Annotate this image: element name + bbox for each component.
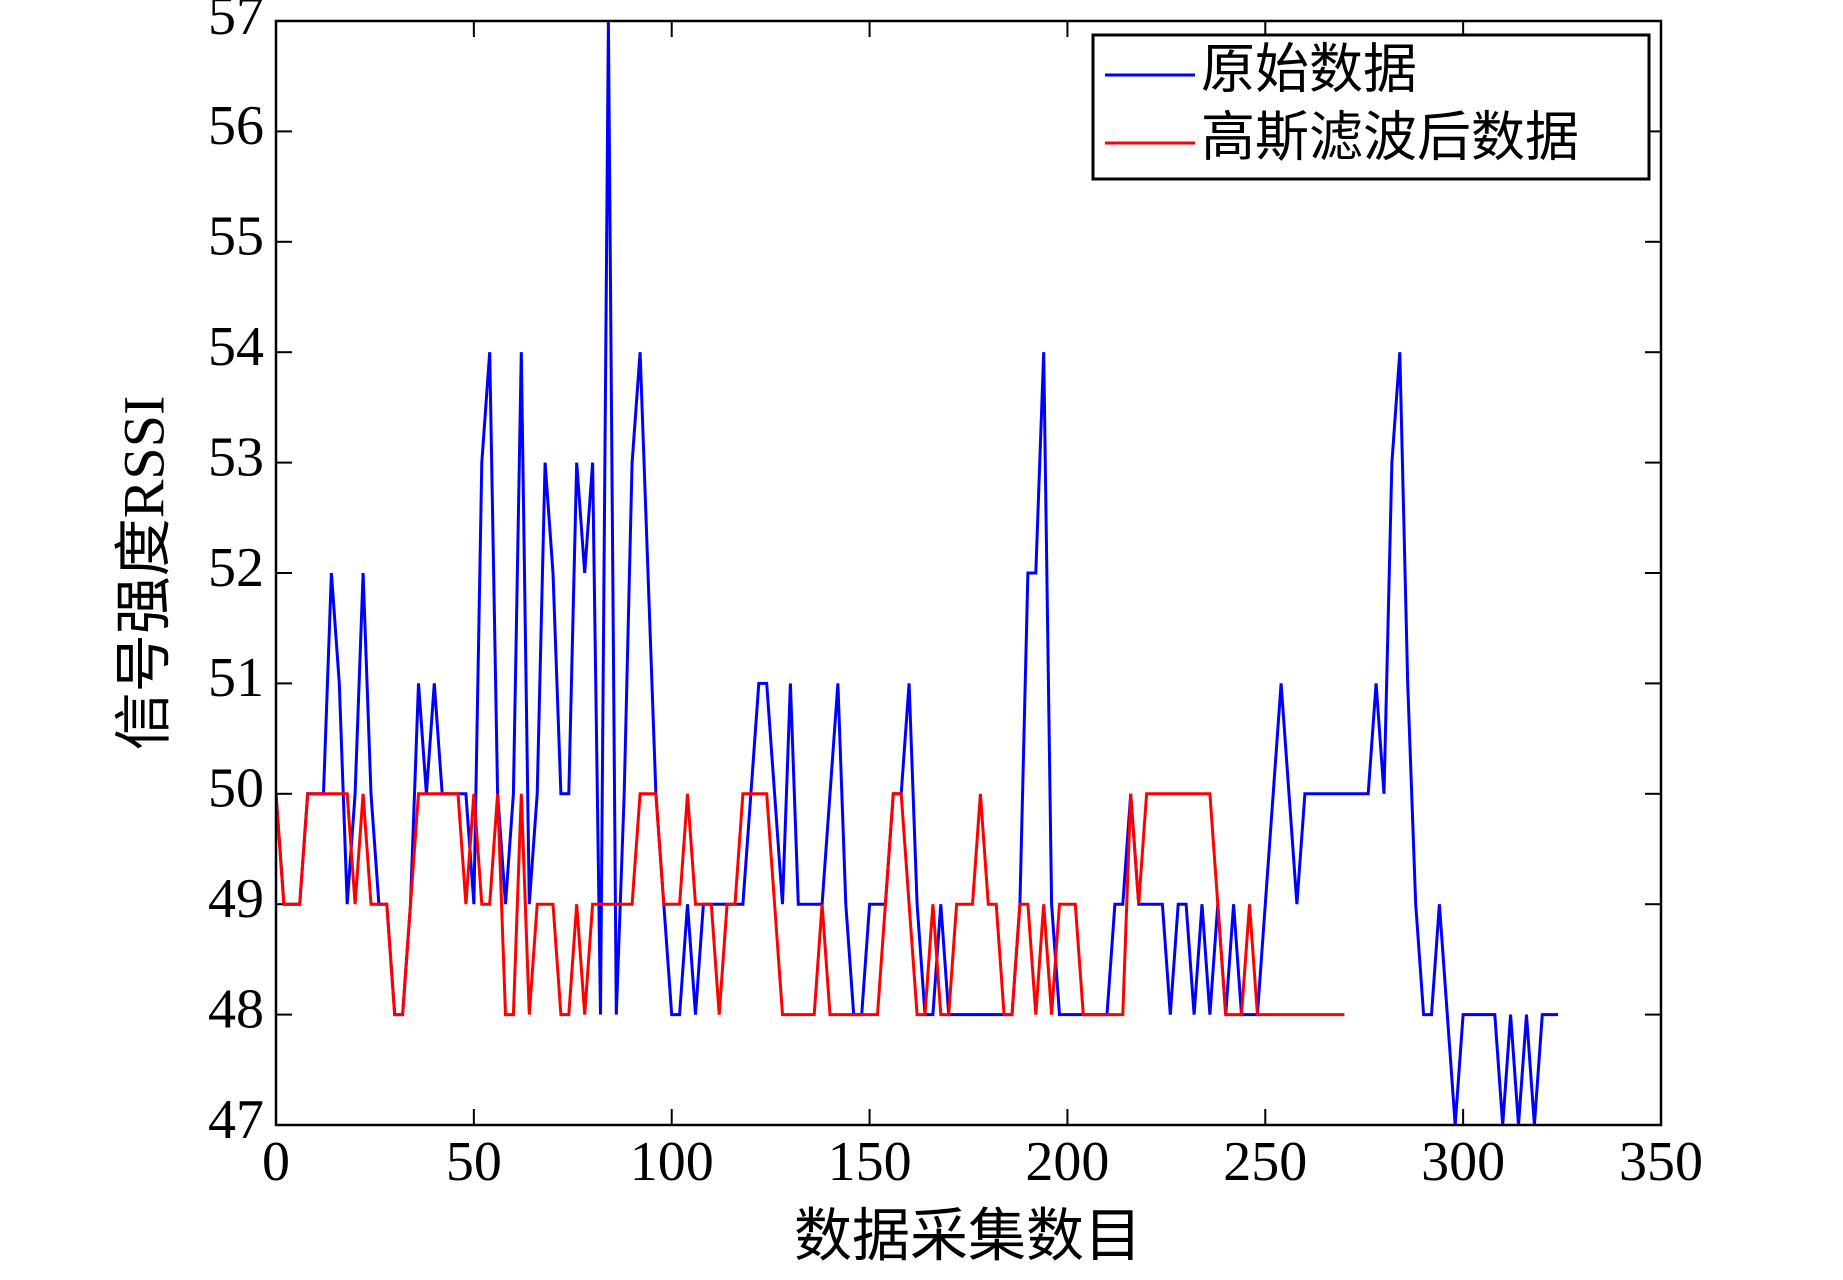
plot-frame [274,19,1663,1127]
y-tick-label: 57 [208,0,264,47]
y-tick-label: 52 [208,537,264,599]
legend-label: 高斯滤波后数据 [1201,107,1579,167]
x-tick-label: 300 [1421,1131,1505,1193]
x-tick-label: 350 [1619,1131,1703,1193]
y-tick-label: 53 [208,426,264,488]
y-tick-label: 54 [208,316,264,378]
plot-area [276,21,1559,1125]
x-tick-label: 100 [630,1131,714,1193]
x-tick-label: 50 [446,1131,502,1193]
y-tick-label: 49 [208,868,264,930]
x-axis-label: 数据采集数目 [794,1203,1142,1268]
x-tick-label: 150 [828,1131,912,1193]
y-tick-label: 55 [208,206,264,268]
y-tick-label: 51 [208,647,264,709]
x-tick-label: 250 [1223,1131,1307,1193]
data-line [276,21,1559,1125]
y-tick-label: 50 [208,758,264,820]
x-tick-label: 200 [1025,1131,1109,1193]
y-tick-label: 56 [208,95,264,157]
legend-box [1091,33,1651,181]
y-tick-label: 48 [208,978,264,1040]
x-tick-label: 0 [262,1131,290,1193]
y-tick-label: 47 [208,1089,264,1151]
y-axis-label: 信号强度RSSI [111,396,176,751]
legend-label: 原始数据 [1201,39,1417,99]
data-line [276,792,1345,1017]
